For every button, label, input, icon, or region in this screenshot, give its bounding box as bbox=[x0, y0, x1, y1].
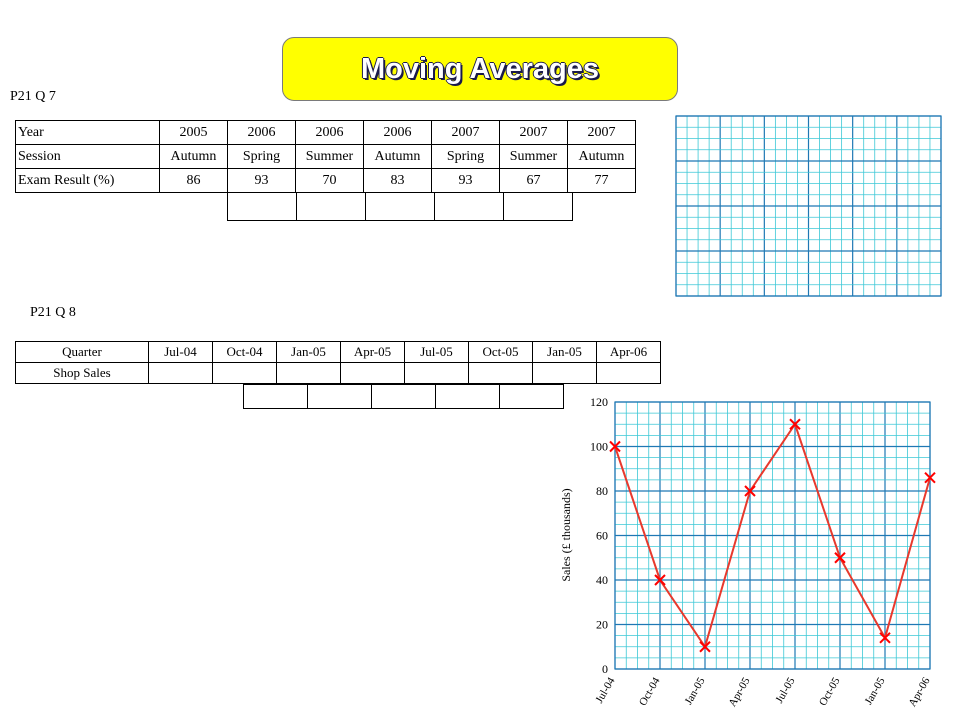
empty-answer-cell bbox=[243, 384, 308, 409]
y-tick-label: 80 bbox=[596, 484, 608, 498]
x-tick-label: Oct-05 bbox=[817, 675, 843, 708]
x-tick-label: Jan-05 bbox=[683, 675, 708, 707]
table-cell: Autumn bbox=[567, 144, 636, 169]
y-tick-label: 0 bbox=[602, 662, 608, 676]
table-cell: 2006 bbox=[363, 120, 432, 145]
y-tick-label: 120 bbox=[590, 395, 608, 409]
y-axis-label: Sales (£ thousands) bbox=[559, 488, 573, 581]
data-point-marker bbox=[744, 485, 756, 497]
exam-moving-average-row bbox=[227, 192, 573, 221]
table-cell: 2006 bbox=[227, 120, 296, 145]
table-cell: Autumn bbox=[159, 144, 228, 169]
data-point-marker bbox=[699, 641, 711, 653]
row-header: Quarter bbox=[15, 341, 149, 363]
table-cell: 86 bbox=[159, 168, 228, 193]
data-point-marker bbox=[609, 440, 621, 453]
y-tick-label: 20 bbox=[596, 618, 608, 632]
empty-answer-cell bbox=[296, 192, 366, 221]
grid-border bbox=[614, 401, 931, 670]
x-tick-label: Apr-05 bbox=[726, 675, 752, 709]
table-row: Shop Sales bbox=[15, 362, 661, 384]
empty-answer-cell bbox=[596, 362, 661, 384]
empty-answer-cell bbox=[307, 384, 372, 409]
q7-label: P21 Q 7 bbox=[10, 89, 56, 104]
exam-results-table: Year 2005 2006 2006 2006 2007 2007 2007 Session A… bbox=[15, 120, 636, 193]
table-row: Quarter Jul-04 Oct-04 Jan-05 Apr-05 Jul-05 Oct… bbox=[15, 341, 661, 363]
row-header: Shop Sales bbox=[15, 362, 149, 384]
x-tick-label: Apr-06 bbox=[906, 675, 932, 709]
grid-border bbox=[675, 115, 942, 297]
table-cell: Jul-05 bbox=[404, 341, 469, 363]
table-row: Year 2005 2006 2006 2006 2007 2007 2007 bbox=[15, 120, 636, 145]
data-point-marker bbox=[924, 471, 936, 484]
empty-answer-cell bbox=[499, 384, 564, 409]
table-cell: Spring bbox=[227, 144, 296, 169]
table-cell: 77 bbox=[567, 168, 636, 193]
data-point-marker bbox=[789, 418, 801, 430]
table-cell: Spring bbox=[431, 144, 500, 169]
table-cell: Summer bbox=[295, 144, 364, 169]
y-tick-label: 100 bbox=[590, 440, 608, 454]
row-header: Exam Result (%) bbox=[15, 168, 160, 193]
shop-sales-moving-average-row bbox=[243, 384, 564, 409]
y-tick-label: 40 bbox=[596, 573, 608, 587]
x-tick-label: Oct-04 bbox=[637, 675, 663, 708]
table-row bbox=[243, 384, 564, 409]
x-tick-label: Jul-05 bbox=[773, 675, 797, 705]
table-cell: 2007 bbox=[567, 120, 636, 145]
shop-sales-table: Quarter Jul-04 Oct-04 Jan-05 Apr-05 Jul-05 Oct… bbox=[15, 341, 661, 384]
data-point-marker bbox=[879, 632, 891, 644]
q8-label: P21 Q 8 bbox=[30, 305, 76, 320]
empty-answer-cell bbox=[227, 192, 297, 221]
series-line bbox=[614, 422, 931, 650]
table-row bbox=[227, 192, 573, 221]
table-cell: 2007 bbox=[431, 120, 500, 145]
y-tick-label: 60 bbox=[596, 529, 608, 543]
page-title: Moving Averages bbox=[361, 52, 599, 85]
table-cell: 70 bbox=[295, 168, 364, 193]
data-point-marker bbox=[834, 552, 846, 564]
empty-answer-cell bbox=[365, 192, 435, 221]
title-banner: Moving Averages bbox=[282, 37, 678, 101]
empty-answer-cell bbox=[503, 192, 573, 221]
data-point-marker bbox=[654, 574, 666, 586]
x-tick-label: Jul-04 bbox=[593, 675, 617, 705]
table-cell: 93 bbox=[431, 168, 500, 193]
x-tick-label: Jan-05 bbox=[863, 675, 888, 707]
